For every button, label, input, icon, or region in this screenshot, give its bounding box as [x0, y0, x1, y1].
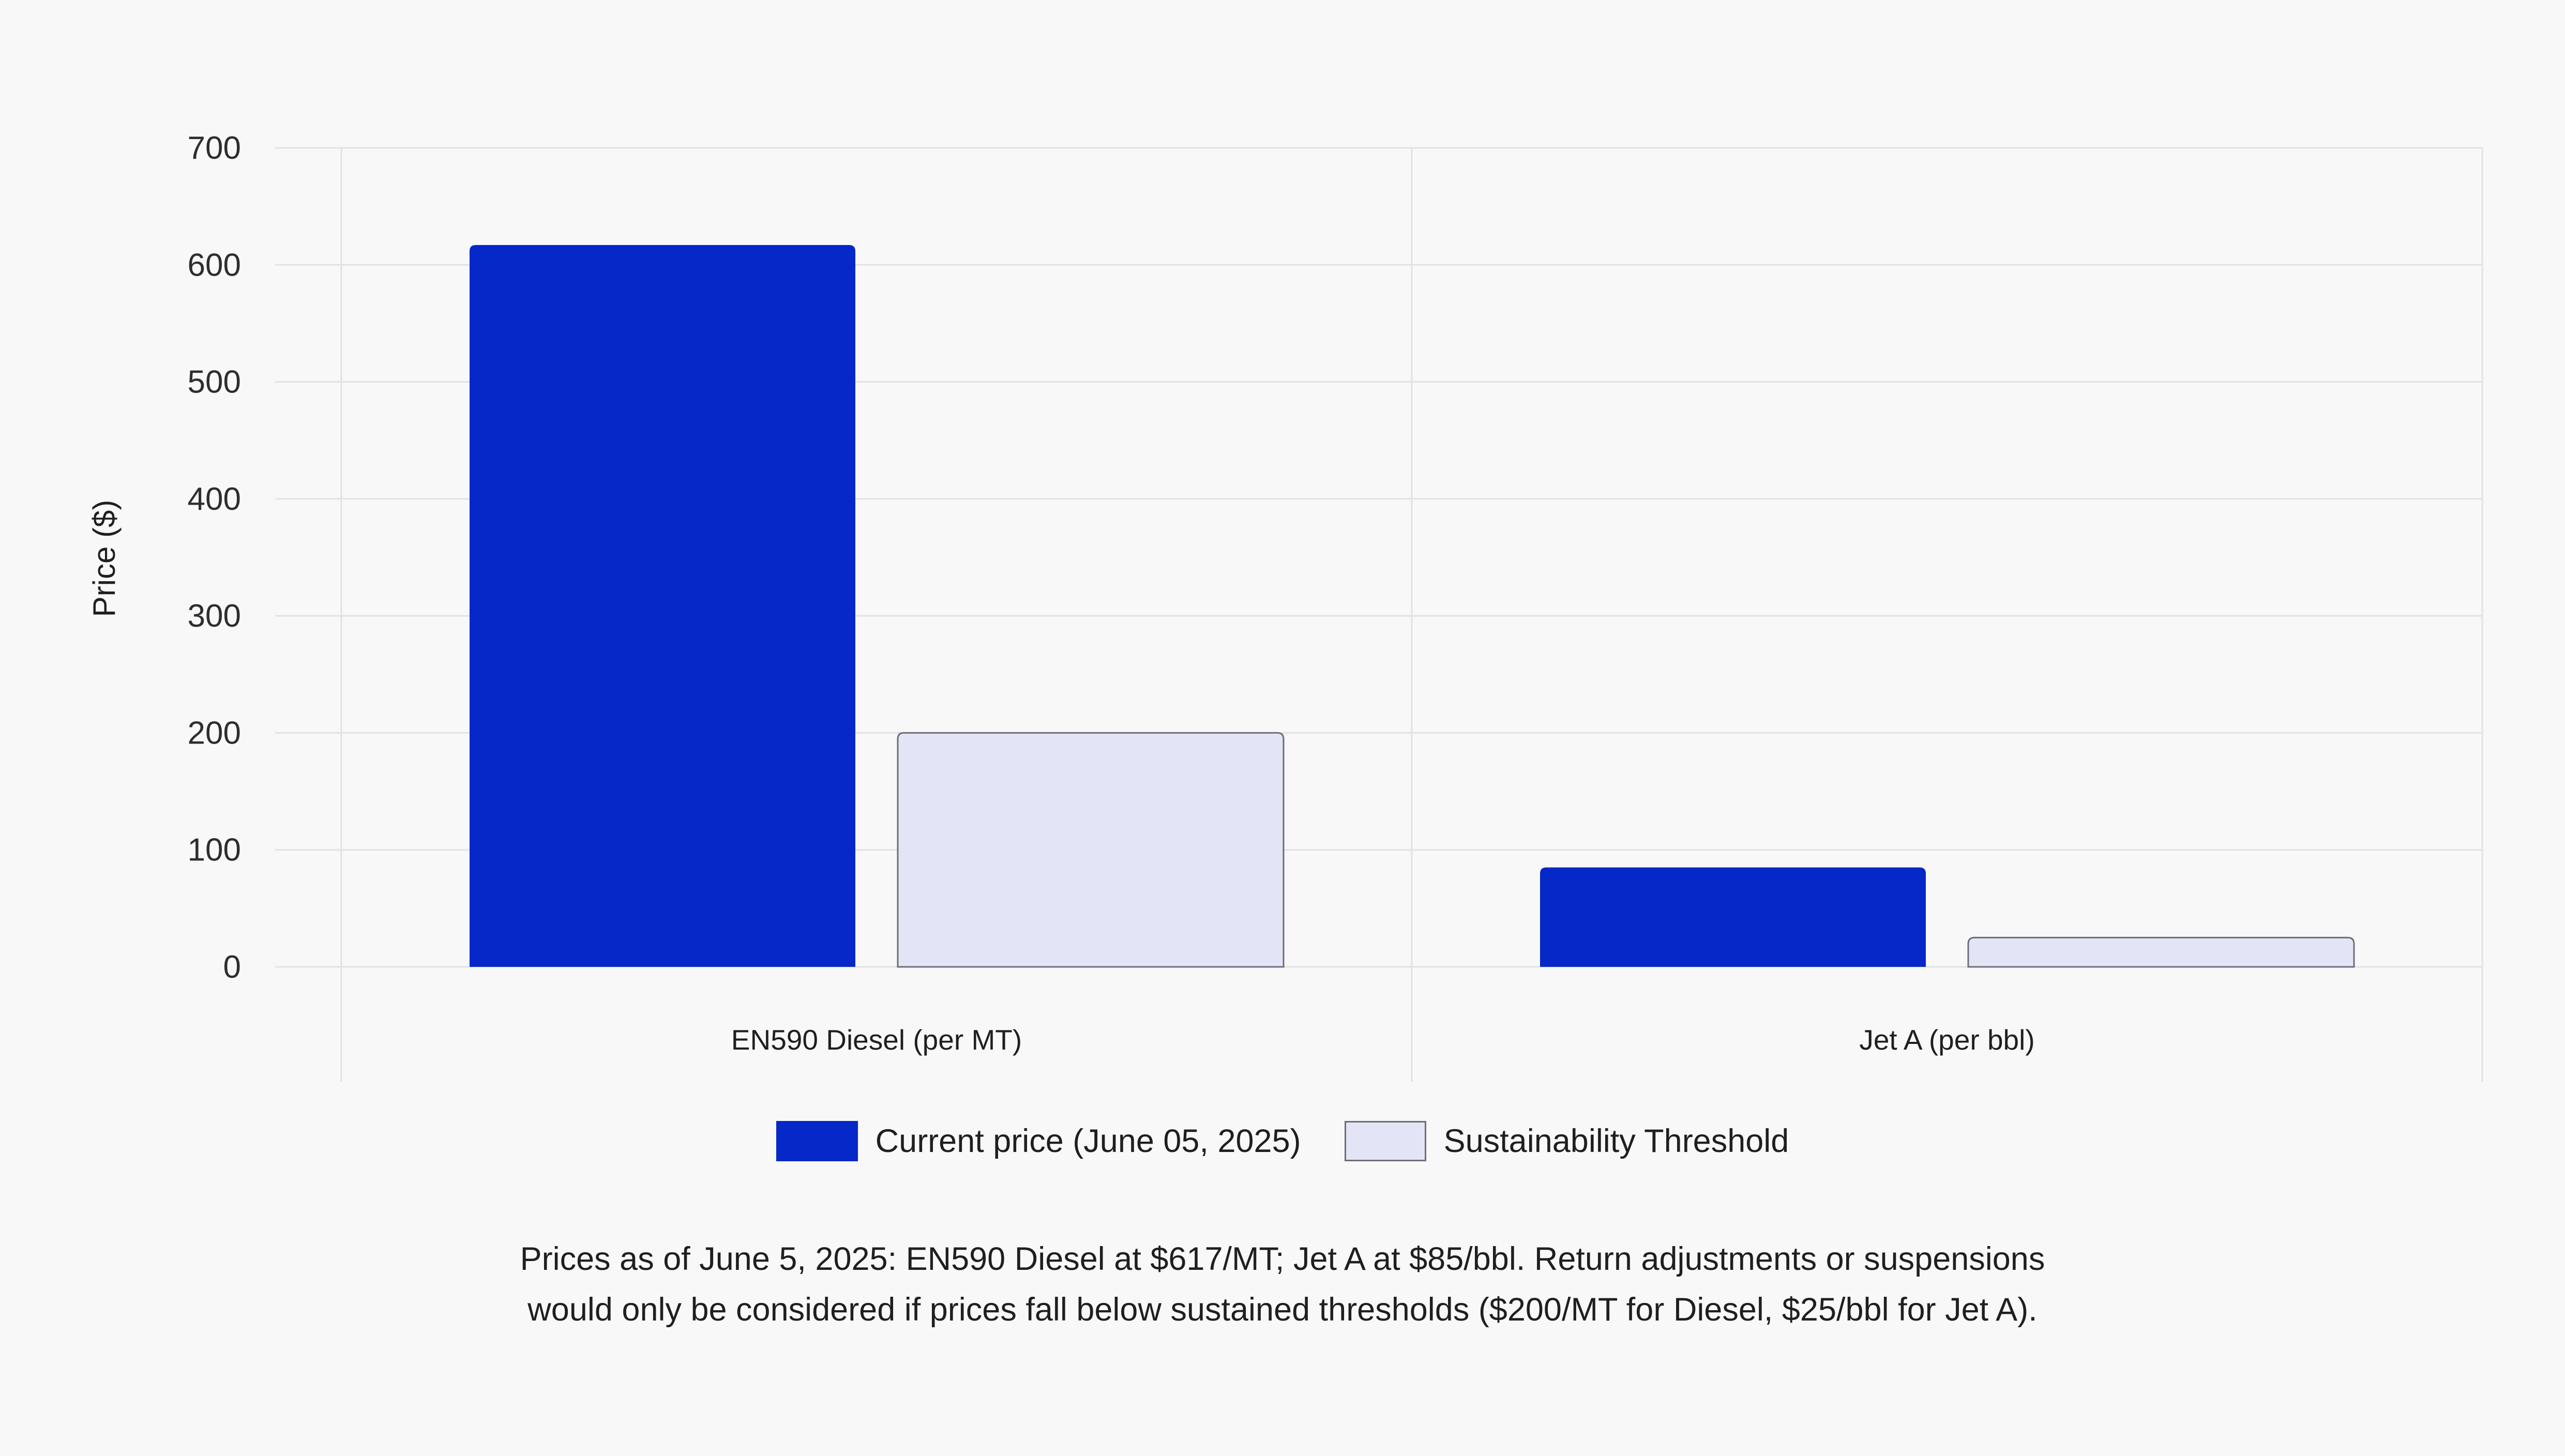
- y-tick-label-600: 600: [188, 247, 241, 283]
- y-tick-label-700: 700: [188, 130, 241, 166]
- bar-chart: 0 100 200 300 400 500 600 700 EN590 Diesel (per…: [87, 130, 2483, 1082]
- x-tick-label-0: EN590 Diesel (per MT): [731, 1024, 1022, 1056]
- y-axis-ticks: 0 100 200 300 400 500 600 700: [188, 130, 241, 985]
- legend: Current price (June 05, 2025) Sustainabi…: [0, 1120, 2565, 1162]
- footnote-line-2: would only be considered if prices fall …: [527, 1292, 2038, 1328]
- chart-footnote: Prices as of June 5, 2025: EN590 Diesel …: [0, 1234, 2565, 1335]
- y-tick-label-500: 500: [188, 365, 241, 400]
- bar-sustainability-threshold-0: [897, 732, 1285, 968]
- y-tick-label-300: 300: [188, 598, 241, 634]
- x-tick-label-1: Jet A (per bbl): [1859, 1024, 2034, 1056]
- y-axis-title: Price ($): [87, 500, 122, 617]
- y-tick-label-100: 100: [188, 832, 241, 868]
- bar-current-price-0: [470, 245, 855, 967]
- y-tick-label-400: 400: [188, 481, 241, 517]
- legend-label-current-price: Current price (June 05, 2025): [875, 1123, 1301, 1159]
- y-tick-label-200: 200: [188, 715, 241, 751]
- y-tick-label-0: 0: [223, 949, 241, 985]
- legend-swatch-sustainability-threshold: [1344, 1121, 1426, 1161]
- footnote-line-1: Prices as of June 5, 2025: EN590 Diesel …: [520, 1241, 2045, 1277]
- x-axis-labels: EN590 Diesel (per MT) Jet A (per bbl): [731, 1024, 2035, 1056]
- legend-item-current-price: Current price (June 05, 2025): [776, 1121, 1301, 1161]
- bar-current-price-1: [1540, 867, 1926, 967]
- bars: [470, 245, 2355, 968]
- legend-item-sustainability-threshold: Sustainability Threshold: [1344, 1121, 1789, 1161]
- legend-label-sustainability-threshold: Sustainability Threshold: [1443, 1123, 1789, 1159]
- bar-sustainability-threshold-1: [1967, 936, 2355, 968]
- legend-swatch-current-price: [776, 1121, 858, 1161]
